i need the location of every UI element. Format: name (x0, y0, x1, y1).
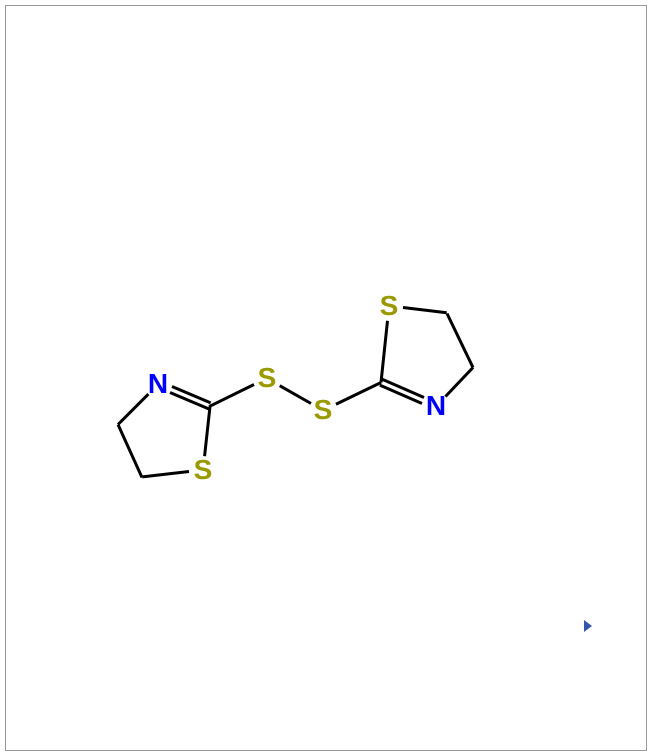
chemical-canvas: S N S S S N (5, 5, 647, 751)
bond (209, 383, 255, 408)
bond (278, 384, 311, 405)
atom-S: S (314, 394, 333, 426)
atom-S: S (258, 362, 277, 394)
bond (203, 406, 211, 456)
bond (335, 381, 382, 406)
atom-N: N (148, 368, 168, 400)
bond (142, 470, 189, 478)
bond (117, 423, 144, 477)
bond (117, 393, 149, 425)
atom-S: S (194, 454, 213, 486)
bond (446, 312, 475, 367)
atom-N: N (426, 390, 446, 422)
bond (445, 366, 475, 397)
bond (380, 320, 390, 382)
bond (403, 306, 447, 314)
play-arrow-icon[interactable] (584, 620, 592, 632)
atom-S: S (380, 290, 399, 322)
